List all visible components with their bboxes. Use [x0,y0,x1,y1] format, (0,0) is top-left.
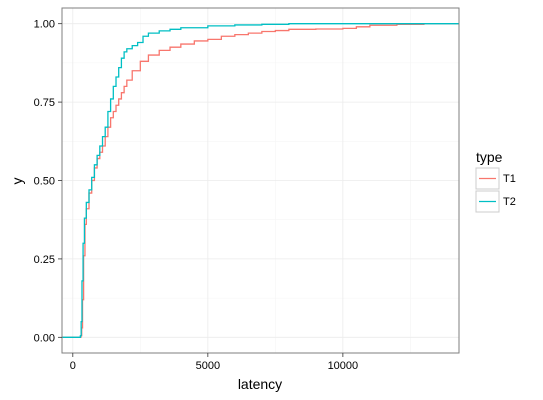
y-tick-label: 0.25 [34,254,55,266]
legend-label-t1: T1 [503,173,516,185]
y-axis-title: y [9,178,25,185]
legend-title: type [476,149,503,165]
x-tick-label: 0 [70,360,76,372]
y-tick-label: 0.75 [34,97,55,109]
y-tick-label: 0.00 [34,332,55,344]
x-tick-label: 5000 [196,360,220,372]
series-line-t2 [62,23,459,338]
x-tick-label: 10000 [328,360,359,372]
y-tick-label: 1.00 [34,19,55,31]
legend-label-t2: T2 [503,196,516,208]
series-line-t1 [62,23,459,338]
legend: type T1 T2 [475,149,516,213]
y-tick-label: 0.50 [34,176,55,188]
y-axis-ticks: 0.00 0.25 0.50 0.75 1.00 [34,19,62,344]
major-gridlines [62,8,459,353]
x-axis-ticks: 0 5000 10000 [70,353,358,372]
series-layer [62,23,459,338]
x-axis-title: latency [238,376,282,392]
